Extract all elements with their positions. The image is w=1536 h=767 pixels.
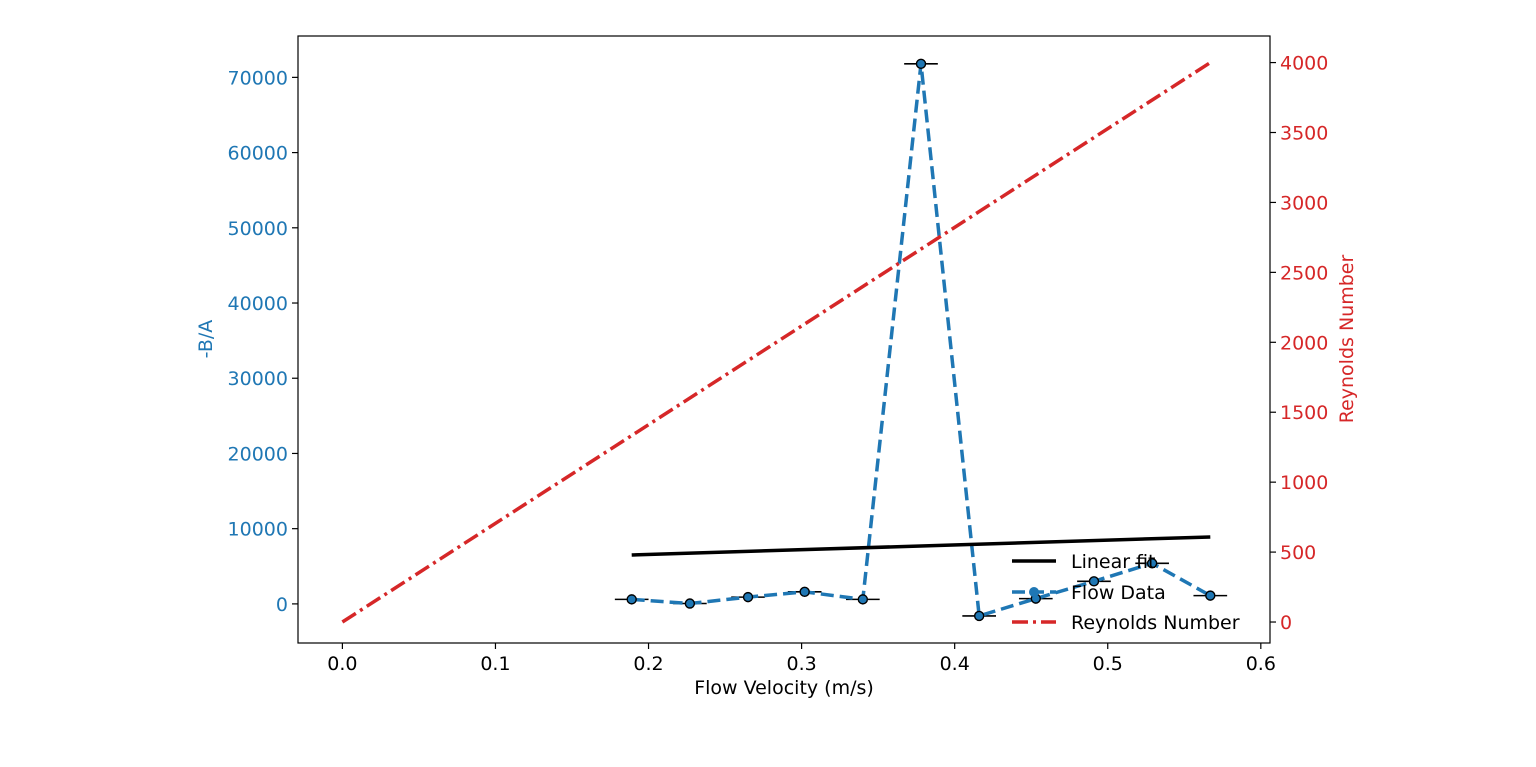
y-right-tick-label: 3500 bbox=[1280, 123, 1328, 145]
x-tick-label: 0.0 bbox=[327, 653, 357, 675]
legend: Linear fit Flow Data Reynolds Number bbox=[1012, 551, 1240, 634]
series-line-linear-fit bbox=[631, 535, 1211, 557]
plot-area bbox=[341, 58, 1228, 624]
series-line-reynolds-number bbox=[341, 61, 1212, 624]
x-tick-label: 0.5 bbox=[1093, 653, 1123, 675]
x-tick-label: 0.6 bbox=[1246, 653, 1276, 675]
y-right-tick-label: 0 bbox=[1280, 612, 1292, 634]
data-point-flow-data bbox=[915, 58, 927, 70]
data-point-flow-data bbox=[1146, 558, 1158, 569]
y-right-tick-label: 2000 bbox=[1280, 332, 1328, 354]
y-right-tick-label: 2500 bbox=[1280, 262, 1328, 284]
data-point-flow-data bbox=[742, 591, 754, 603]
y-axis-right: 0 500 1000 1500 2000 2500 3000 3500 4000 bbox=[1270, 53, 1328, 634]
y-left-tick-label: 50000 bbox=[228, 218, 288, 240]
y-axis-left: 0 10000 20000 30000 40000 50000 60000 70000 bbox=[228, 67, 298, 616]
x-tick-label: 0.3 bbox=[786, 653, 816, 675]
legend-label-linear-fit: Linear fit bbox=[1071, 551, 1156, 573]
data-point-flow-data bbox=[626, 594, 637, 605]
y-left-tick-label: 20000 bbox=[228, 443, 288, 465]
x-tick-label: 0.1 bbox=[480, 653, 510, 675]
legend-marker-flow-data bbox=[1029, 587, 1039, 597]
data-point-flow-data bbox=[857, 594, 869, 605]
x-axis: 0.0 0.1 0.2 0.3 0.4 0.5 0.6 bbox=[327, 643, 1276, 675]
y-axis-left-label: -B/A bbox=[195, 320, 217, 359]
y-right-tick-label: 3000 bbox=[1280, 192, 1328, 214]
axes-frame bbox=[297, 35, 1271, 644]
data-point-flow-data bbox=[1205, 590, 1216, 601]
x-tick-label: 0.4 bbox=[940, 653, 970, 675]
y-axis-right-label: Reynolds Number bbox=[1336, 255, 1358, 424]
data-point-flow-data bbox=[684, 598, 696, 609]
x-axis-label: Flow Velocity (m/s) bbox=[694, 677, 874, 699]
y-left-tick-label: 0 bbox=[276, 594, 288, 616]
y-left-tick-label: 10000 bbox=[228, 519, 288, 541]
y-left-tick-label: 60000 bbox=[228, 143, 288, 165]
y-right-tick-label: 4000 bbox=[1280, 53, 1328, 75]
data-point-flow-data bbox=[799, 586, 810, 598]
y-right-tick-label: 1000 bbox=[1280, 472, 1328, 494]
data-point-flow-data bbox=[1088, 576, 1100, 587]
legend-label-flow-data: Flow Data bbox=[1071, 582, 1166, 604]
y-right-tick-label: 1500 bbox=[1280, 402, 1328, 424]
y-left-tick-label: 30000 bbox=[228, 368, 288, 390]
data-point-flow-data bbox=[973, 610, 985, 622]
y-left-tick-label: 70000 bbox=[228, 67, 288, 89]
y-right-tick-label: 500 bbox=[1280, 542, 1316, 564]
y-left-tick-label: 40000 bbox=[228, 293, 288, 315]
x-tick-label: 0.2 bbox=[633, 653, 663, 675]
legend-label-reynolds-number: Reynolds Number bbox=[1071, 612, 1240, 634]
